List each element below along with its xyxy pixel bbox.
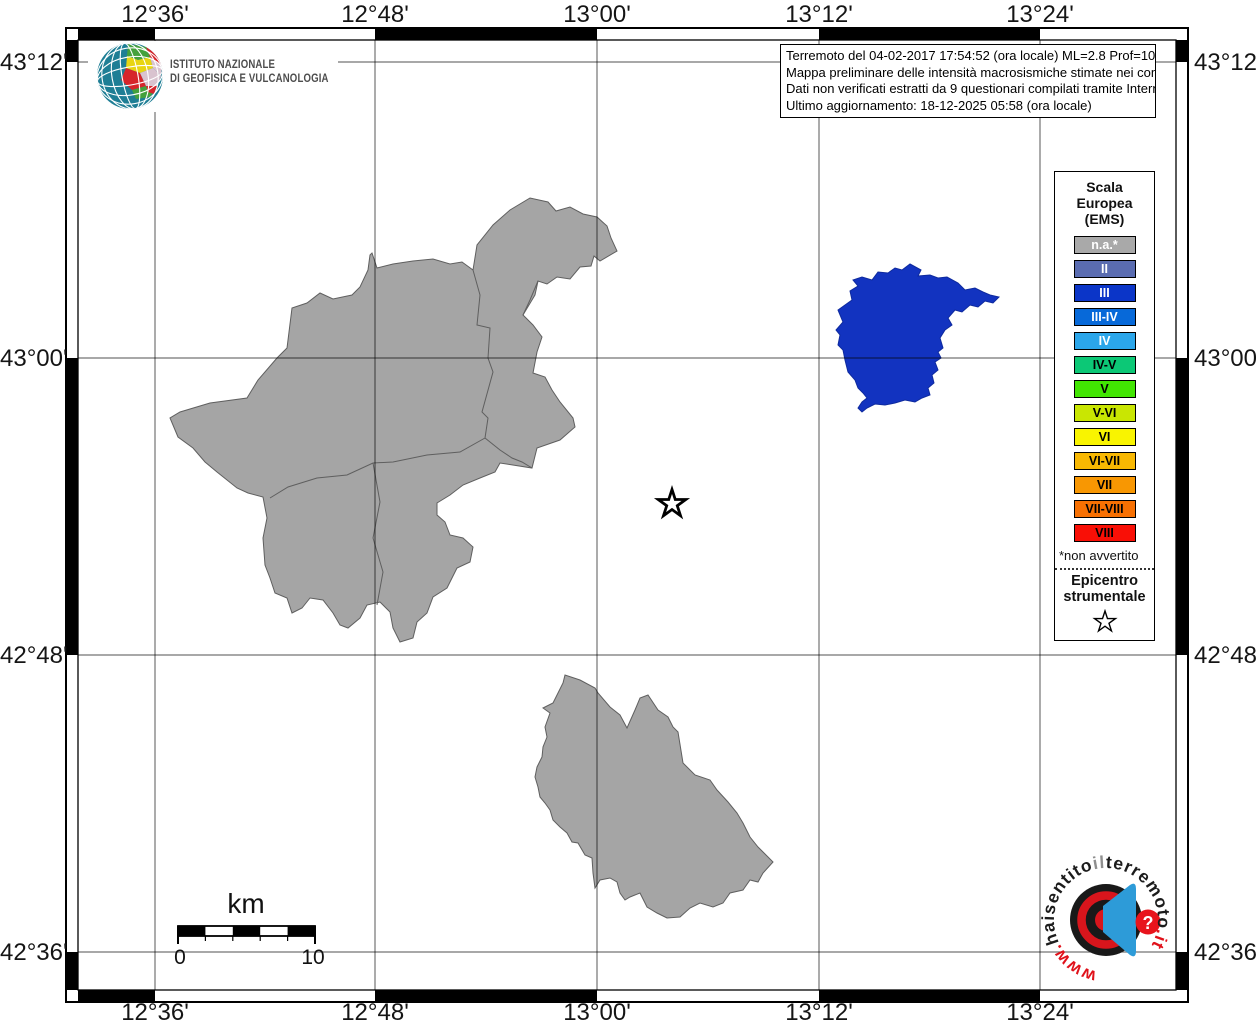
- lon-tick-label-top: 13°00': [563, 1, 631, 28]
- map-frame: [65, 27, 1189, 1003]
- info-line-data-source: Dati non verificati estratti da 9 questi…: [786, 81, 1156, 96]
- legend-epicenter-star-icon: [1091, 608, 1118, 633]
- ingv-globe-wireframe: [96, 42, 164, 110]
- lat-tick-label-right: 42°36': [1194, 939, 1256, 966]
- legend-swatch-iii: III: [1073, 284, 1136, 302]
- legend-footnote: *non avvertito: [1059, 548, 1139, 563]
- lon-tick-label-bottom: 13°00': [563, 999, 631, 1024]
- legend-title: Scala Europea (EMS): [1055, 172, 1154, 227]
- legend-title-line: (EMS): [1084, 211, 1125, 227]
- lon-tick-label-top: 12°48': [341, 1, 409, 28]
- website-logo-question-badge: [1135, 909, 1161, 935]
- legend-entries: n.a.* II III III-IV IV IV-V V V-VI VI VI…: [1055, 236, 1154, 542]
- municipality-cluster-gray: [169, 197, 618, 643]
- lon-tick-label-bottom: 13°24': [1006, 999, 1074, 1024]
- frame-zebra-segments: [66, 28, 1188, 1002]
- legend-epicenter-label: Epicentro strumentale: [1055, 573, 1154, 605]
- frame-outer-border: [65, 27, 1189, 1003]
- scale-bar-start-label: 0: [174, 946, 186, 969]
- earthquake-info-box: Terremoto del 04-02-2017 17:54:52 (ora l…: [780, 44, 1156, 118]
- lon-tick-label-bottom: 12°36': [121, 999, 189, 1024]
- info-line-map-type: Mappa preliminare delle intensità macros…: [786, 64, 1156, 80]
- lon-tick-label-bottom: 12°48': [341, 999, 409, 1024]
- legend-swatch-vi-vii: VI-VII: [1073, 452, 1136, 470]
- scale-bar-black-segments: [178, 926, 315, 936]
- website-logo-text-hai: hai: [1038, 914, 1063, 948]
- municipality-polygons: [169, 197, 1000, 919]
- intensity-legend: Scala Europea (EMS) n.a.* II III III-IV …: [1054, 171, 1155, 641]
- website-logo-megaphone-icon: [1103, 883, 1136, 957]
- municipality-felt-blue: [835, 263, 1000, 413]
- municipality-boundary: [484, 437, 533, 469]
- scale-bar-ticks: [177, 926, 316, 944]
- lon-tick-label-top: 13°12': [785, 1, 853, 28]
- legend-swatch-vii: VII: [1073, 476, 1136, 494]
- legend-epicenter-line: strumentale: [1063, 588, 1146, 605]
- legend-swatch-vii-viii: VII-VIII: [1073, 500, 1136, 518]
- info-line-last-update: Ultimo aggiornamento: 18-12-2025 05:58 (…: [786, 97, 1092, 113]
- legend-swatch-iv-v: IV-V: [1073, 356, 1136, 374]
- lat-tick-label-left: 43°12': [0, 49, 68, 76]
- legend-swatch-iv: IV: [1073, 332, 1136, 350]
- website-logo-text-il: il: [1091, 852, 1106, 873]
- lon-tick-label-top: 13°24': [1006, 1, 1074, 28]
- lon-tick-label-bottom: 13°12': [785, 999, 853, 1024]
- legend-title-line: Europea: [1076, 195, 1133, 211]
- legend-epicenter-line: Epicentro: [1071, 573, 1138, 589]
- ingv-wordmark-line1: ISTITUTO NAZIONALE: [170, 57, 276, 71]
- scale-bar: km 0 10: [174, 888, 325, 969]
- legend-swatch-ii: II: [1073, 260, 1136, 278]
- lat-tick-label-left: 42°36': [0, 939, 68, 966]
- scale-bar-end-label: 10: [301, 946, 324, 969]
- legend-swatch-v-vi: V-VI: [1073, 404, 1136, 422]
- info-line-event: Terremoto del 04-02-2017 17:54:52 (ora l…: [786, 48, 1156, 63]
- ingv-wordmark: ISTITUTO NAZIONALE DI GEOFISICA E VULCAN…: [170, 57, 329, 85]
- scale-bar-unit: km: [227, 888, 264, 919]
- legend-swatch-vi: VI: [1073, 428, 1136, 446]
- website-logo-question-mark: ?: [1143, 913, 1154, 933]
- municipality-boundary: [522, 280, 539, 316]
- legend-swatch-v: V: [1073, 380, 1136, 398]
- lon-tick-label-top: 12°36': [121, 1, 189, 28]
- lat-tick-label-left: 42°48': [0, 642, 68, 669]
- municipality-boundary: [372, 462, 384, 606]
- legend-swatch-viii: VIII: [1073, 524, 1136, 542]
- legend-swatch-iii-iv: III-IV: [1073, 308, 1136, 326]
- legend-divider: [1055, 568, 1154, 570]
- lat-tick-label-right: 43°00': [1194, 345, 1256, 372]
- lat-tick-label-right: 42°48': [1194, 642, 1256, 669]
- legend-title-line: Scala: [1086, 179, 1123, 195]
- epicenter-star: [653, 484, 691, 520]
- lat-tick-label-left: 43°00': [0, 345, 68, 372]
- ingv-wordmark-line2: DI GEOFISICA E VULCANOLOGIA: [170, 71, 329, 85]
- ingv-logo: [88, 41, 338, 112]
- municipality-south-gray: [534, 674, 774, 919]
- lat-tick-label-right: 43°12': [1194, 49, 1256, 76]
- legend-swatch-na: n.a.*: [1073, 236, 1136, 254]
- website-logo: ? www.haisentitoilterremoto .it: [1038, 852, 1173, 987]
- frame-inner-border: [77, 39, 1177, 991]
